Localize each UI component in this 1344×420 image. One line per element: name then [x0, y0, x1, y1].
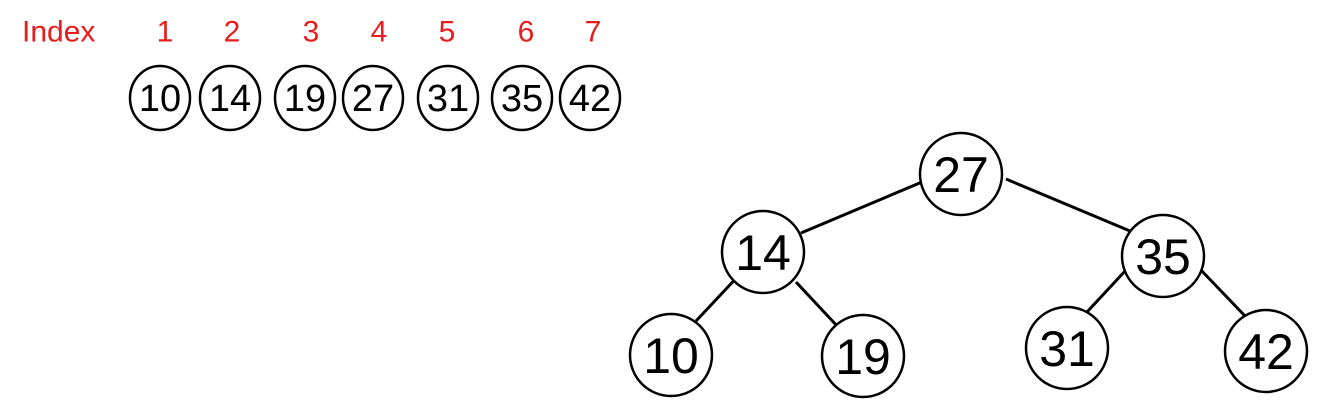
tree-node-value: 31 — [1039, 321, 1095, 377]
index-number: 3 — [303, 16, 320, 49]
tree-node-value: 14 — [735, 225, 791, 281]
tree-node: 42 — [1223, 308, 1309, 394]
array-cell-value: 14 — [209, 78, 251, 120]
tree-node-value: 42 — [1238, 324, 1294, 380]
array-cell: 35 — [490, 64, 554, 132]
tree-edge — [794, 280, 841, 330]
index-number: 6 — [518, 16, 535, 49]
index-number: 5 — [439, 16, 456, 49]
index-number: 7 — [585, 16, 602, 49]
tree-node: 19 — [820, 313, 906, 399]
array-cell-value: 27 — [352, 78, 394, 120]
tree-edge — [1197, 266, 1247, 318]
index-number: 1 — [157, 16, 174, 49]
sorted-array: 10 14 19 27 31 35 42 — [128, 64, 622, 132]
array-cell-value: 35 — [501, 78, 543, 120]
tree-node-value: 35 — [1135, 229, 1191, 285]
tree-node-value: 19 — [835, 329, 891, 385]
tree-node: 10 — [628, 312, 714, 398]
array-cell: 27 — [341, 64, 405, 132]
tree-node: 31 — [1024, 305, 1110, 391]
index-number: 2 — [224, 16, 241, 49]
tree-edge — [800, 180, 923, 235]
index-numbers: 1 2 3 4 5 6 7 — [157, 16, 602, 49]
array-cell-value: 10 — [139, 78, 181, 120]
index-label: Index — [22, 16, 95, 49]
tree-node: 14 — [720, 209, 806, 295]
array-cell: 14 — [198, 64, 262, 132]
array-cell: 42 — [558, 64, 622, 132]
tree-nodes: 27 14 35 10 19 31 42 — [628, 131, 1309, 399]
array-cell: 19 — [273, 64, 337, 132]
array-cell: 31 — [416, 64, 480, 132]
tree-edge — [1085, 268, 1128, 314]
index-number: 4 — [371, 16, 388, 49]
tree-root-node: 27 — [918, 131, 1004, 217]
array-cell: 10 — [128, 64, 192, 132]
array-cell-value: 42 — [569, 78, 611, 120]
tree-node-value: 10 — [643, 328, 699, 384]
tree-edge — [1005, 177, 1131, 233]
array-cell-value: 31 — [427, 78, 469, 120]
array-cell-value: 19 — [284, 78, 326, 120]
tree-node: 35 — [1120, 213, 1206, 299]
tree-node-value: 27 — [933, 147, 989, 203]
